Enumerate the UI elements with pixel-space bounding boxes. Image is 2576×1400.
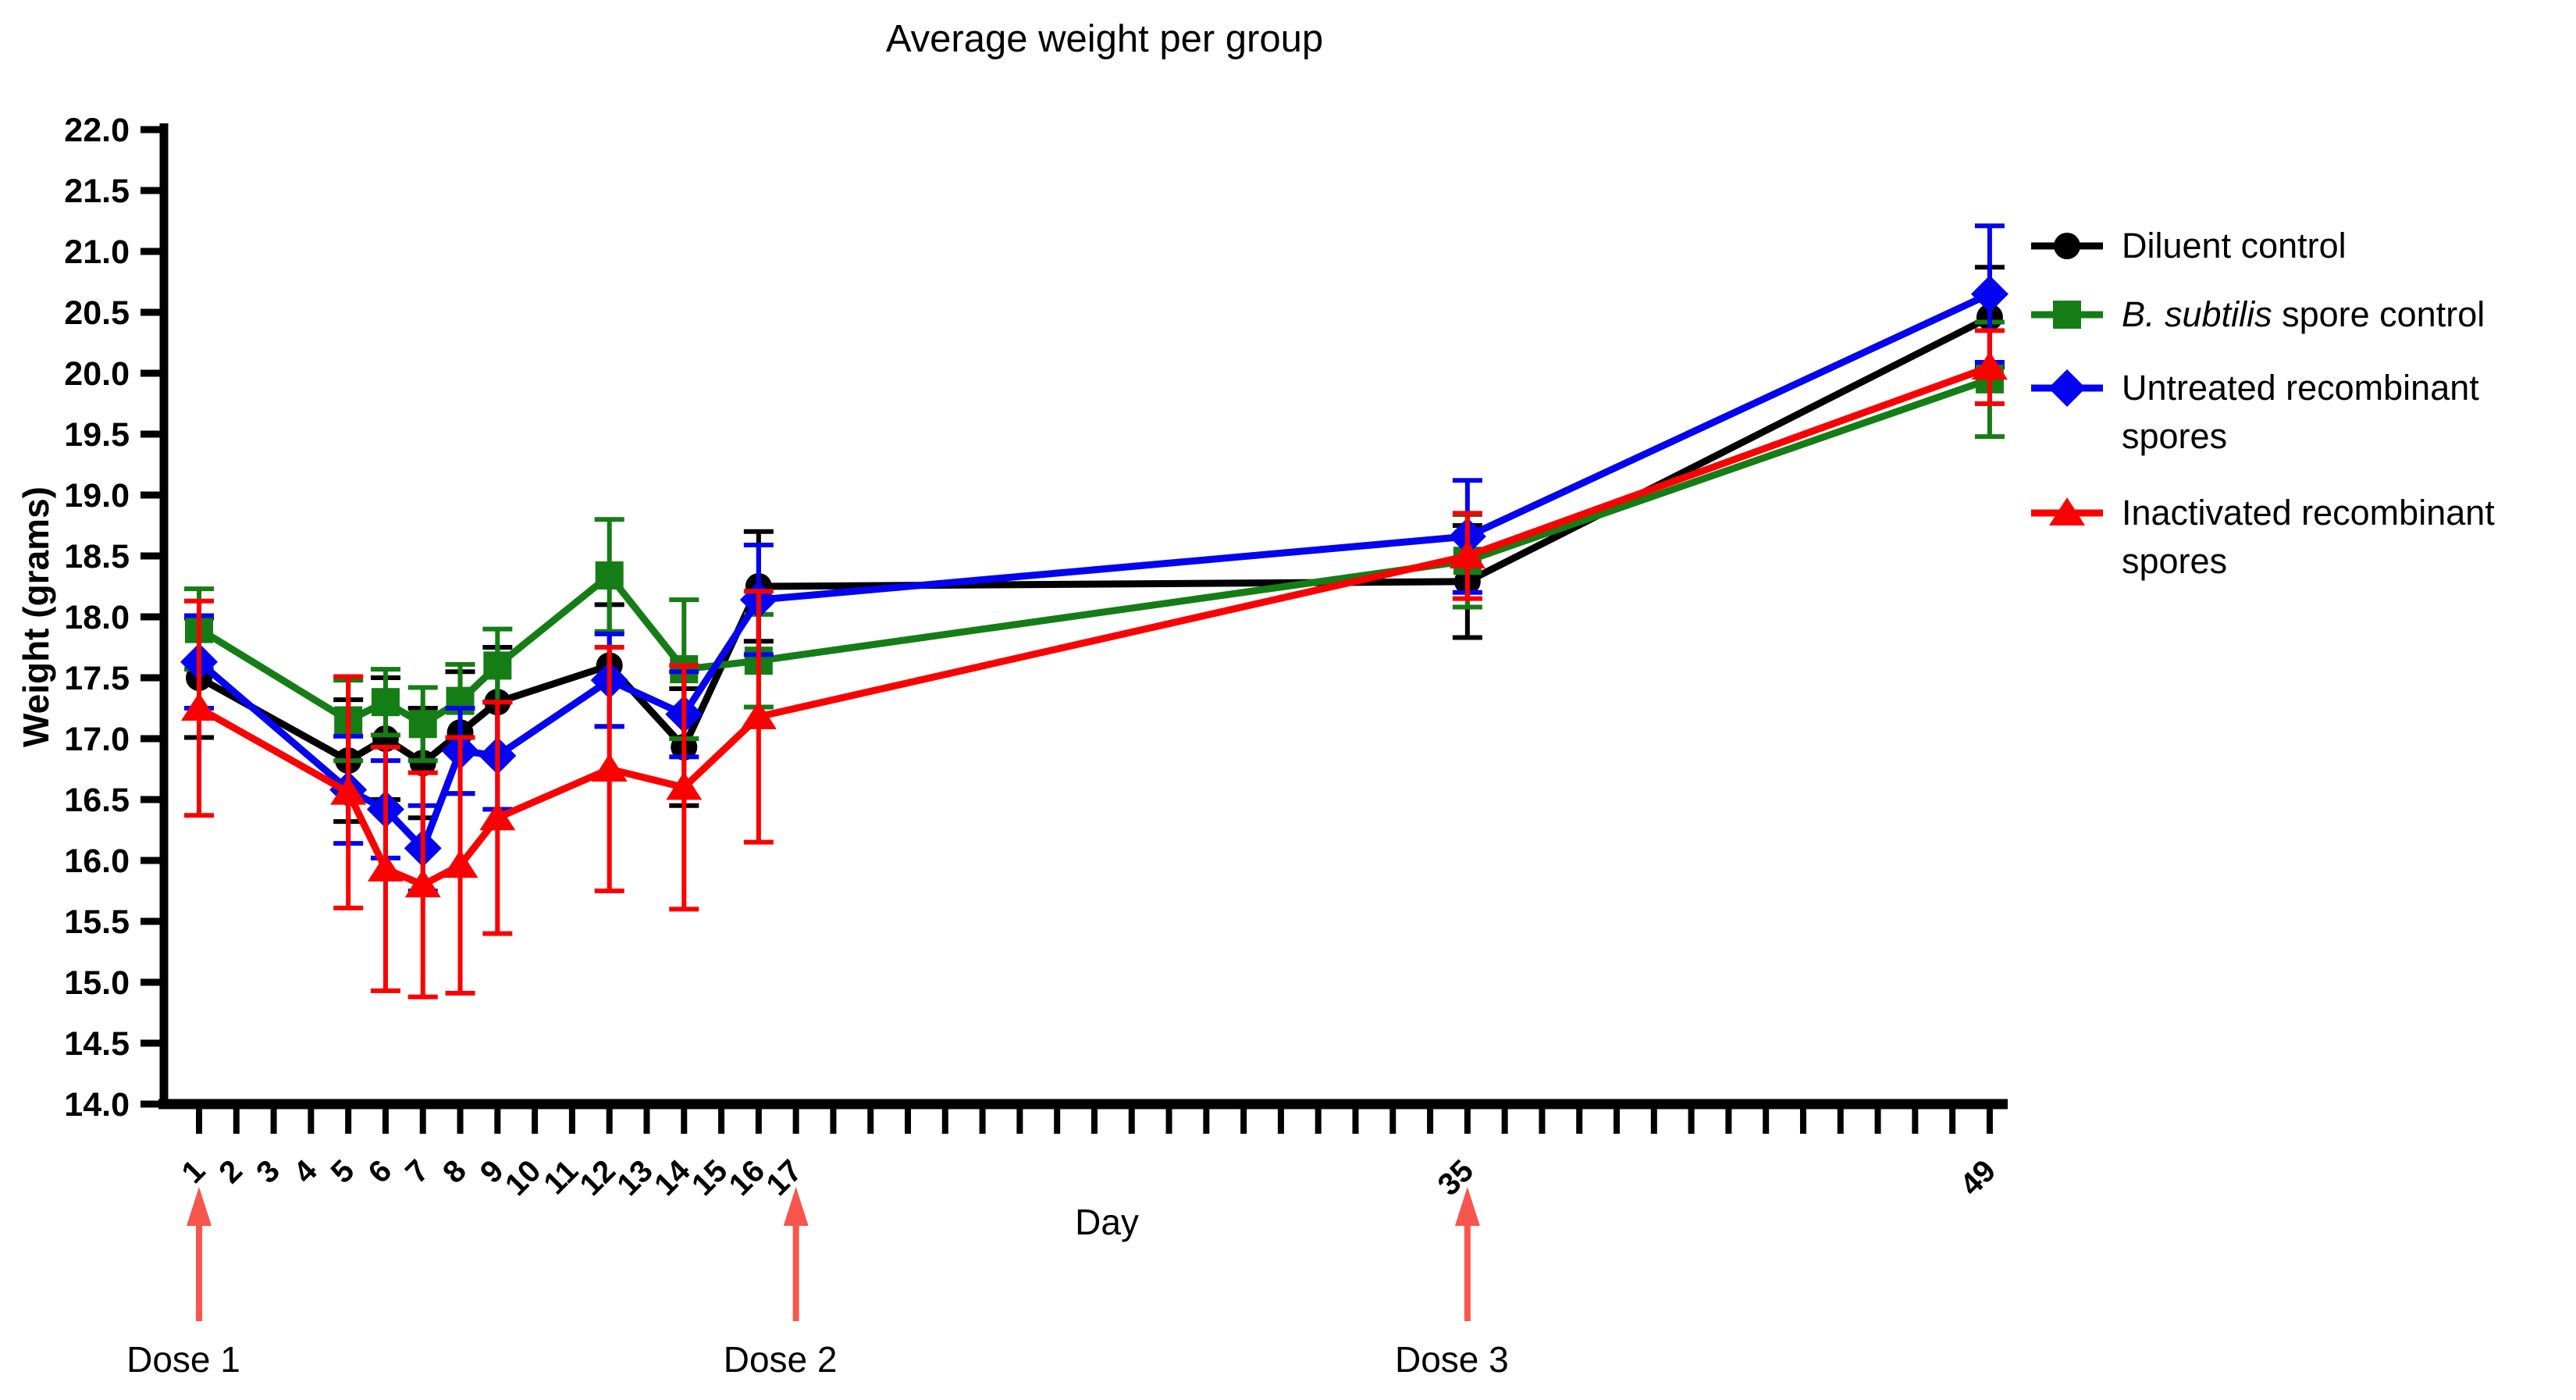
x-tick-label: 5 [325,1153,361,1190]
y-tick-label: 16.5 [64,782,130,819]
chart-title: Average weight per group [885,18,1324,60]
x-tick-label: 8 [436,1153,473,1190]
dose-arrowhead-3 [1454,1187,1480,1226]
data-point-inactivated-recombinant-spores [591,753,628,782]
data-point-inactivated-recombinant-spores [666,771,703,800]
y-tick-label: 20.5 [64,294,130,332]
data-point-diluent-control [409,750,436,777]
y-tick-label: 22.0 [64,112,130,149]
x-tick-label: 35 [1432,1153,1481,1202]
x-tick-label: 2 [212,1153,249,1190]
x-axis-title: Day [1075,1202,1139,1242]
legend-diamond-icon [2048,369,2086,407]
legend-label: Untreated recombinant [2122,368,2479,408]
y-tick-label: 17.0 [64,721,130,758]
y-tick-label: 21.0 [64,233,130,271]
data-point-inactivated-recombinant-spores [442,850,479,878]
x-tick-label: 7 [399,1153,436,1190]
series-line-untreated-recombinant-spores [197,290,1991,855]
y-tick-label: 17.5 [64,660,130,697]
data-point-inactivated-recombinant-spores [404,869,441,898]
y-tick-label: 16.0 [64,842,130,880]
data-point-b-subtilis-spore-control [595,561,624,590]
dose-arrowhead-1 [187,1187,212,1226]
x-tick-label: 49 [1954,1153,2003,1202]
y-tick-label: 18.0 [64,599,130,636]
y-tick-label: 14.5 [64,1025,130,1063]
legend-label: spores [2122,416,2227,456]
data-point-inactivated-recombinant-spores [1971,351,2008,380]
dose-label-1: Dose 1 [126,1339,240,1380]
y-tick-label: 18.5 [64,538,130,575]
y-tick-label: 14.0 [64,1086,130,1124]
x-tick-label: 3 [250,1153,286,1190]
data-point-inactivated-recombinant-spores [1449,540,1485,568]
legend-label: B. subtilis spore control [2122,294,2485,334]
legend-circle-icon [2054,233,2080,259]
dose-label-3: Dose 3 [1395,1339,1509,1380]
dose-label-2: Dose 2 [724,1339,838,1380]
data-point-b-subtilis-spore-control [483,651,512,680]
data-point-untreated-recombinant-spores [1970,275,2008,313]
y-tick-label: 15.0 [64,964,130,1002]
x-tick-label: 6 [361,1153,398,1190]
data-point-inactivated-recombinant-spores [181,693,217,721]
data-point-inactivated-recombinant-spores [740,700,777,729]
legend-square-icon [2053,301,2081,329]
data-point-inactivated-recombinant-spores [367,853,404,882]
data-point-inactivated-recombinant-spores [479,802,516,831]
x-tick-label: 17 [760,1153,809,1202]
data-point-inactivated-recombinant-spores [330,776,367,805]
x-tick-label: 4 [287,1153,324,1190]
legend-label: Diluent control [2122,226,2347,265]
legend-label: Inactivated recombinant [2122,493,2495,533]
data-point-b-subtilis-spore-control [371,688,400,717]
y-tick-label: 15.5 [64,903,130,941]
y-tick-label: 20.0 [64,355,130,393]
data-point-b-subtilis-spore-control [408,710,437,739]
x-tick-label: 1 [176,1153,212,1190]
y-tick-label: 19.0 [64,477,130,515]
dose-arrowhead-2 [783,1187,809,1226]
legend-label: spores [2122,541,2227,581]
y-tick-label: 21.5 [64,173,130,210]
series-line-inactivated-recombinant-spores [197,363,1991,889]
y-tick-label: 19.5 [64,416,130,454]
legend-triangle-icon [2049,497,2085,525]
